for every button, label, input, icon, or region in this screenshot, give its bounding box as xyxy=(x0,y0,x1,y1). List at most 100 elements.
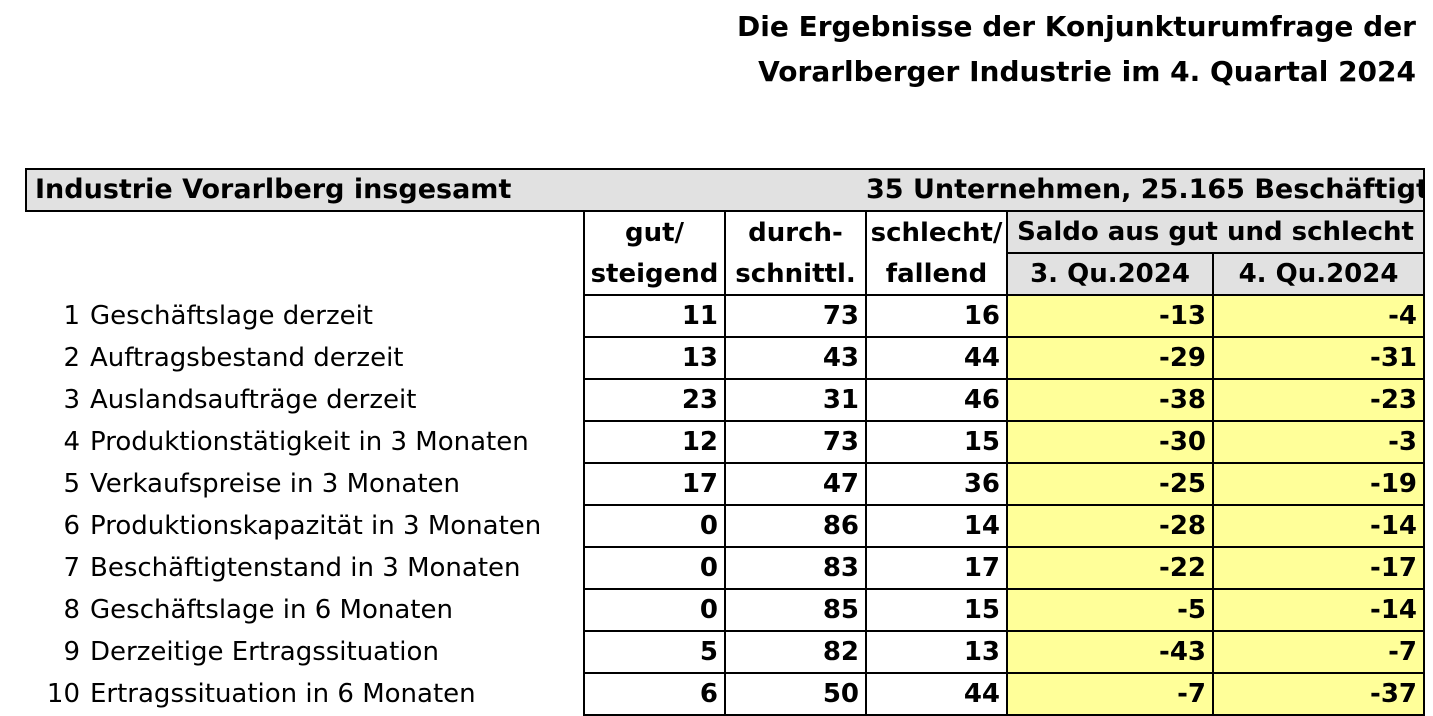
col-schlecht-header-1: schlecht/ xyxy=(865,211,1008,253)
empty-header-cell xyxy=(26,211,584,253)
value-saldo-q3: -29 xyxy=(1006,336,1215,380)
value-gut: 0 xyxy=(583,546,726,590)
row-label: Geschäftslage derzeit xyxy=(90,301,374,331)
table-row: 8 Geschäftslage in 6 Monaten 0 85 15 -5 -14 xyxy=(26,588,1426,632)
col-gut-header-1: gut/ xyxy=(583,211,725,253)
row-label: Auslandsaufträge derzeit xyxy=(90,385,417,415)
row-number: 1 xyxy=(63,301,80,331)
col-schlecht-header-2: fallend xyxy=(865,253,1008,295)
value-schlecht: 16 xyxy=(865,294,1009,338)
row-label: Produktionstätigkeit in 3 Monaten xyxy=(90,427,529,457)
value-durchschnitt: 86 xyxy=(723,504,868,548)
table-body: 1 Geschäftslage derzeit 11 73 16 -13 -4 2 Auftra… xyxy=(26,294,1426,716)
table-row: 1 Geschäftslage derzeit 11 73 16 -13 -4 xyxy=(26,294,1426,338)
col-q4-header: 4. Qu.2024 xyxy=(1213,253,1426,296)
row-label-cell: 8 Geschäftslage in 6 Monaten xyxy=(26,589,584,631)
value-saldo-q3: -7 xyxy=(1006,672,1215,716)
value-durchschnitt: 73 xyxy=(723,420,868,464)
row-label-cell: 7 Beschäftigtenstand in 3 Monaten xyxy=(26,547,584,589)
table-header-title: Industrie Vorarlberg insgesamt xyxy=(24,168,867,212)
value-saldo-q4: -37 xyxy=(1212,672,1426,716)
row-label: Produktionskapazität in 3 Monaten xyxy=(90,511,542,541)
title-line-1: Die Ergebnisse der Konjunkturumfrage der xyxy=(737,10,1416,43)
value-saldo-q3: -25 xyxy=(1006,462,1215,506)
row-number: 5 xyxy=(63,469,80,499)
row-label: Beschäftigtenstand in 3 Monaten xyxy=(90,553,521,583)
value-durchschnitt: 43 xyxy=(723,336,868,380)
row-number: 3 xyxy=(63,385,80,415)
row-number: 7 xyxy=(63,553,80,583)
value-schlecht: 44 xyxy=(865,672,1009,716)
title-line-2: Vorarlberger Industrie im 4. Quartal 202… xyxy=(758,55,1416,88)
col-durch-header-2: schnittl. xyxy=(723,253,867,295)
row-number: 6 xyxy=(63,511,80,541)
value-saldo-q3: -30 xyxy=(1006,420,1215,464)
row-label-cell: 1 Geschäftslage derzeit xyxy=(26,295,584,337)
value-durchschnitt: 73 xyxy=(723,294,868,338)
value-saldo-q4: -23 xyxy=(1212,378,1426,422)
table-row: 4 Produktionstätigkeit in 3 Monaten 12 73 15… xyxy=(26,420,1426,464)
table-row: 7 Beschäftigtenstand in 3 Monaten 0 83 17 -22… xyxy=(26,546,1426,590)
value-saldo-q4: -17 xyxy=(1212,546,1426,590)
col-saldo-header: Saldo aus gut und schlecht xyxy=(1006,211,1426,254)
value-saldo-q4: -31 xyxy=(1212,336,1426,380)
value-schlecht: 36 xyxy=(865,462,1009,506)
table-row: 3 Auslandsaufträge derzeit 23 31 46 -38 -23 xyxy=(26,378,1426,422)
row-label: Verkaufspreise in 3 Monaten xyxy=(90,469,461,499)
value-durchschnitt: 47 xyxy=(723,462,868,506)
value-schlecht: 15 xyxy=(865,588,1009,632)
value-schlecht: 17 xyxy=(865,546,1009,590)
survey-table: Industrie Vorarlberg insgesamt 35 Untern… xyxy=(24,168,1426,716)
col-durch-header-1: durch- xyxy=(723,211,867,253)
row-number: 2 xyxy=(63,343,80,373)
value-saldo-q3: -38 xyxy=(1006,378,1215,422)
row-number: 8 xyxy=(63,595,80,625)
column-header-row-2: steigend schnittl. fallend 3. Qu.2024 4.… xyxy=(26,253,1426,296)
table-header-row: Industrie Vorarlberg insgesamt 35 Untern… xyxy=(24,168,1426,212)
value-saldo-q4: -14 xyxy=(1212,588,1426,632)
row-label: Auftragsbestand derzeit xyxy=(90,343,404,373)
value-schlecht: 14 xyxy=(865,504,1009,548)
value-saldo-q3: -5 xyxy=(1006,588,1215,632)
row-label-cell: 9 Derzeitige Ertragssituation xyxy=(26,631,584,673)
value-saldo-q4: -4 xyxy=(1212,294,1426,338)
row-number: 9 xyxy=(63,637,80,667)
value-durchschnitt: 50 xyxy=(723,672,868,716)
col-q3-header: 3. Qu.2024 xyxy=(1006,253,1215,296)
row-number: 10 xyxy=(46,679,80,709)
value-schlecht: 44 xyxy=(865,336,1009,380)
value-saldo-q4: -3 xyxy=(1212,420,1426,464)
value-gut: 6 xyxy=(583,672,726,716)
value-durchschnitt: 83 xyxy=(723,546,868,590)
table-header-summary: 35 Unternehmen, 25.165 Beschäftigte xyxy=(866,168,1426,212)
value-saldo-q3: -28 xyxy=(1006,504,1215,548)
column-header-row-1: gut/ durch- schlecht/ Saldo aus gut und … xyxy=(26,211,1426,254)
value-schlecht: 46 xyxy=(865,378,1009,422)
row-label-cell: 4 Produktionstätigkeit in 3 Monaten xyxy=(26,421,584,463)
row-label: Geschäftslage in 6 Monaten xyxy=(90,595,453,625)
value-saldo-q4: -7 xyxy=(1212,630,1426,674)
value-gut: 0 xyxy=(583,588,726,632)
value-saldo-q4: -14 xyxy=(1212,504,1426,548)
value-gut: 23 xyxy=(583,378,726,422)
value-gut: 17 xyxy=(583,462,726,506)
table-row: 6 Produktionskapazität in 3 Monaten 0 86 14-… xyxy=(26,504,1426,548)
value-gut: 5 xyxy=(583,630,726,674)
value-saldo-q3: -13 xyxy=(1006,294,1215,338)
col-gut-header-2: steigend xyxy=(583,253,725,295)
row-label-cell: 6 Produktionskapazität in 3 Monaten xyxy=(26,505,584,547)
value-saldo-q3: -43 xyxy=(1006,630,1215,674)
value-durchschnitt: 31 xyxy=(723,378,868,422)
value-saldo-q4: -19 xyxy=(1212,462,1426,506)
row-label-cell: 5 Verkaufspreise in 3 Monaten xyxy=(26,463,584,505)
value-gut: 13 xyxy=(583,336,726,380)
table-row: 9 Derzeitige Ertragssituation 5 82 13 -43 -7 xyxy=(26,630,1426,674)
value-durchschnitt: 82 xyxy=(723,630,868,674)
empty-header-cell xyxy=(26,253,584,295)
table-row: 10 Ertragssituation in 6 Monaten 6 50 44 -7 -3… xyxy=(26,672,1426,716)
value-durchschnitt: 85 xyxy=(723,588,868,632)
table-row: 2 Auftragsbestand derzeit 13 43 44 -29 -31 xyxy=(26,336,1426,380)
row-number: 4 xyxy=(63,427,80,457)
value-gut: 11 xyxy=(583,294,726,338)
value-schlecht: 13 xyxy=(865,630,1009,674)
